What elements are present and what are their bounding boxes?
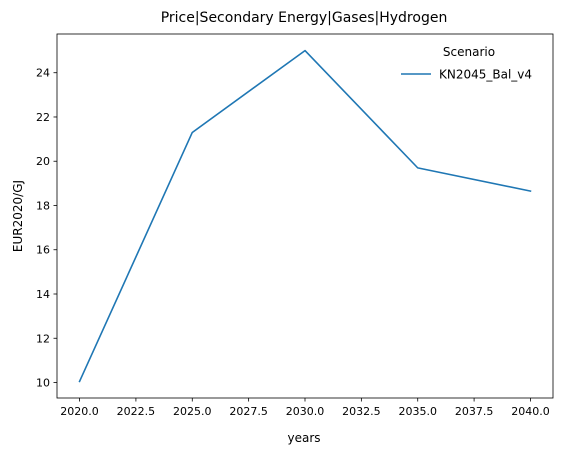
x-tick-label: 2037.5 bbox=[455, 405, 494, 418]
y-tick-label: 16 bbox=[36, 244, 50, 257]
x-tick-label: 2027.5 bbox=[229, 405, 268, 418]
series-layer bbox=[78, 49, 532, 383]
y-tick-label: 18 bbox=[36, 199, 50, 212]
x-tick-label: 2030.0 bbox=[286, 405, 325, 418]
plot-area-frame bbox=[56, 33, 554, 399]
legend-label-kn2045-bal-v4: KN2045_Bal_v4 bbox=[439, 68, 532, 82]
chart-title: Price|Secondary Energy|Gases|Hydrogen bbox=[161, 10, 448, 26]
y-tick-label: 14 bbox=[36, 288, 50, 301]
x-tick-label: 2022.5 bbox=[117, 405, 156, 418]
y-tick-label: 12 bbox=[36, 332, 50, 345]
x-tick-label: 2040.0 bbox=[511, 405, 550, 418]
y-tick-label: 22 bbox=[36, 111, 50, 124]
y-tick-label: 10 bbox=[36, 377, 50, 390]
x-axis-ticks: 2020.0 2022.5 2025.0 2027.5 2030.0 2032.5 2035… bbox=[60, 398, 550, 418]
x-axis-label: years bbox=[287, 431, 320, 445]
y-axis-label: EUR2020/GJ bbox=[11, 180, 25, 252]
y-tick-label: 24 bbox=[36, 67, 50, 80]
legend-title: Scenario bbox=[443, 45, 495, 59]
x-tick-label: 2025.0 bbox=[173, 405, 212, 418]
x-tick-label: 2020.0 bbox=[60, 405, 99, 418]
legend: Scenario KN2045_Bal_v4 bbox=[401, 45, 532, 82]
y-axis-ticks: 10 12 14 16 18 20 22 24 bbox=[36, 67, 57, 390]
series-line-kn2045-bal-v4 bbox=[78, 49, 532, 383]
x-tick-label: 2035.0 bbox=[398, 405, 437, 418]
y-tick-label: 20 bbox=[36, 155, 50, 168]
x-tick-label: 2032.5 bbox=[342, 405, 381, 418]
